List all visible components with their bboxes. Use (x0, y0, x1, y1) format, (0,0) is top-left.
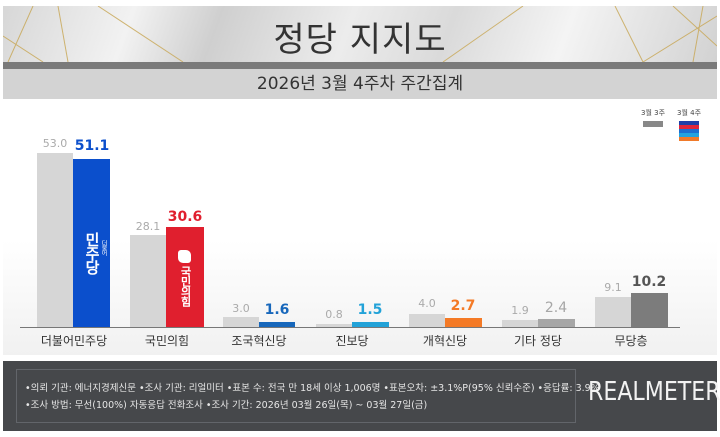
realmeter-logo: REALMETER (588, 377, 720, 407)
page-subtitle: 2026년 3월 4주차 주간집계 (3, 69, 717, 99)
survey-info-box: •의뢰 기관: 에너지경제신문 •조사 기관: 리얼미터 •표본 수: 전국 만… (16, 369, 600, 423)
value-dp-curr: 51.1 (74, 138, 110, 154)
category-label-others: 기타 정당 (514, 334, 562, 348)
value-ppp-prev: 28.1 (135, 220, 161, 233)
value-ppp-curr: 30.6 (167, 209, 203, 225)
legend-previous-label: 3월 3주 (641, 109, 666, 117)
ppp-logo-icon (178, 250, 191, 263)
bar-others-prev (502, 320, 538, 327)
legend-swatch-orange (679, 137, 699, 141)
bar-reform-curr (445, 318, 482, 327)
value-progressive-curr: 1.5 (357, 302, 383, 318)
value-independent-prev: 9.1 (604, 281, 622, 294)
category-label-ppp: 국민의힘 (144, 334, 190, 348)
title-banner: 정당 지지도 (3, 6, 717, 62)
bar-independent-curr (631, 293, 668, 327)
category-label-progressive: 진보당 (335, 334, 369, 348)
ppp-logo-text: 국민의힘 (179, 266, 192, 306)
bar-others-curr (538, 319, 575, 327)
value-others-prev: 1.9 (511, 304, 529, 317)
category-label-dp: 더불어민주당 (40, 334, 108, 348)
legend-swatch-mid-blue (679, 129, 699, 133)
value-reform-curr: 2.7 (450, 298, 476, 314)
bar-progressive-curr (352, 322, 389, 327)
value-progressive-prev: 0.8 (325, 308, 343, 321)
category-label-independent: 무당층 (614, 334, 648, 348)
bar-independent-prev (595, 297, 631, 327)
bar-ppp-prev (130, 235, 166, 327)
bar-rebuilding-curr (259, 322, 295, 327)
bar-progressive-prev (316, 324, 352, 327)
footer: •의뢰 기관: 에너지경제신문 •조사 기관: 리얼미터 •표본 수: 전국 만… (3, 361, 720, 431)
x-axis-line (20, 327, 680, 328)
bar-reform-prev (409, 314, 445, 327)
legend-previous-swatch (643, 121, 663, 127)
dp-logo-small-text: 더불어 (100, 240, 107, 255)
category-label-reform: 개혁신당 (422, 334, 468, 348)
survey-info-line-2: •조사 방법: 무선(100%) 자동응답 전화조사 •조사 기간: 2026년… (25, 400, 428, 411)
legend-swatch-blue (679, 121, 699, 125)
bar-dp-curr (73, 159, 110, 327)
dp-logo-text: 민주당 (83, 232, 101, 274)
bar-ppp-curr (166, 227, 204, 327)
value-rebuilding-curr: 1.6 (264, 302, 290, 318)
value-others-curr: 2.4 (544, 300, 568, 316)
page-title: 정당 지지도 (273, 20, 447, 60)
value-reform-prev: 4.0 (418, 297, 436, 310)
bar-rebuilding-prev (223, 317, 259, 327)
legend-current: 3월 4주 (677, 108, 701, 141)
legend-swatch-cyan (679, 133, 699, 137)
legend-current-label: 3월 4주 (677, 109, 702, 117)
value-rebuilding-prev: 3.0 (232, 302, 250, 315)
legend-swatch-red (679, 125, 699, 129)
gold-line-decoration (3, 6, 717, 62)
value-dp-prev: 53.0 (42, 137, 68, 150)
banner-divider (3, 62, 717, 69)
survey-info-line-1: •의뢰 기관: 에너지경제신문 •조사 기관: 리얼미터 •표본 수: 전국 만… (25, 383, 600, 394)
category-label-rebuilding: 조국혁신당 (231, 334, 287, 348)
legend-previous: 3월 3주 (641, 108, 665, 127)
value-independent-curr: 10.2 (631, 274, 667, 290)
bar-dp-prev (37, 153, 73, 327)
